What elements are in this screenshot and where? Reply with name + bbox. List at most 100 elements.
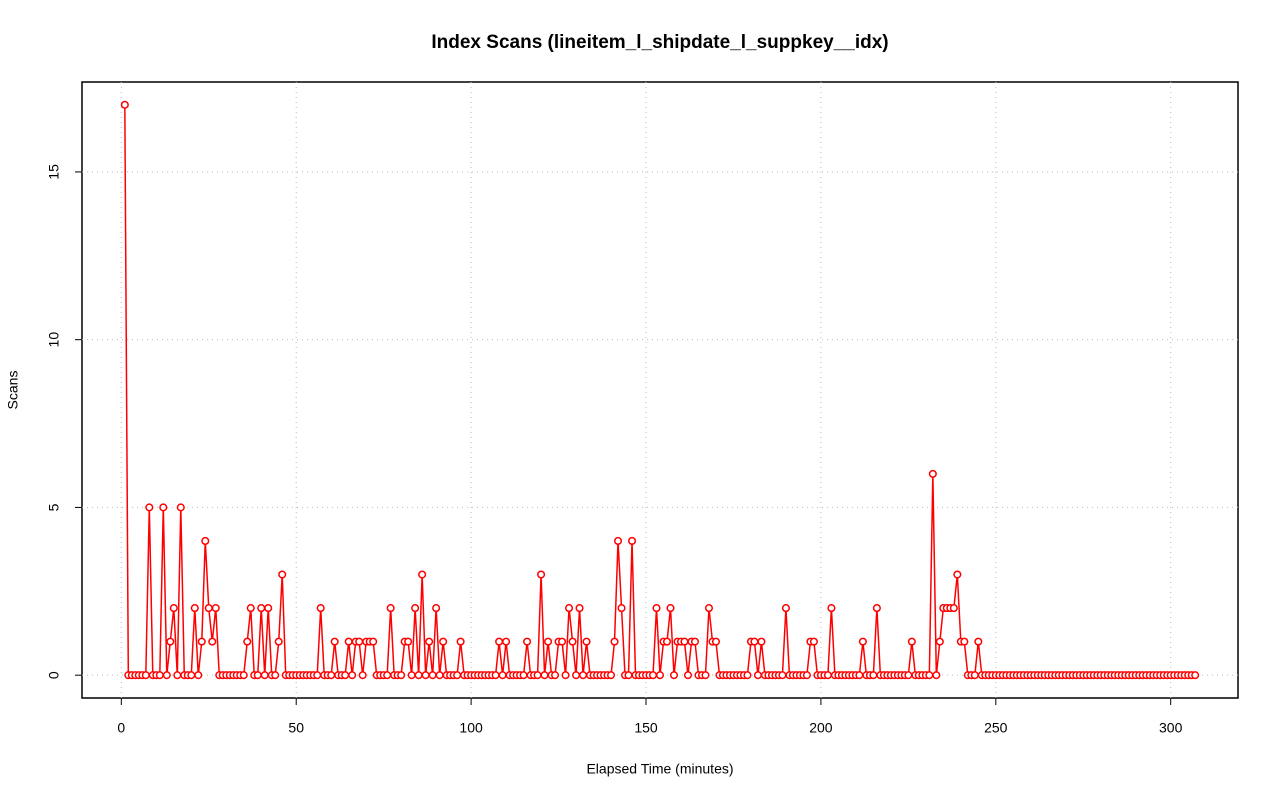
data-point [711, 637, 721, 646]
data-point [960, 637, 969, 646]
data-point [743, 671, 752, 680]
data-point [568, 637, 577, 646]
data-point [239, 671, 248, 680]
data-point [701, 671, 710, 680]
x-tick-label: 300 [1159, 720, 1183, 736]
data-point [162, 671, 171, 680]
data-point [348, 671, 357, 680]
data-point [925, 671, 934, 680]
data-point [313, 671, 322, 680]
data-point [190, 604, 199, 613]
data-point [974, 637, 983, 646]
data-point [411, 604, 420, 613]
data-point [435, 671, 444, 680]
data-point [533, 671, 542, 680]
data-point [397, 671, 406, 680]
data-point [578, 671, 588, 680]
data-point [274, 637, 283, 646]
data-point [145, 503, 154, 512]
data-point [1191, 671, 1200, 680]
data-point [551, 671, 560, 680]
plot-frame [81, 81, 1239, 699]
data-point [778, 671, 787, 680]
data-point [624, 671, 633, 680]
data-point [246, 604, 255, 613]
data-point [666, 604, 675, 613]
data-point [610, 637, 619, 646]
data-point [823, 671, 832, 680]
data-point [257, 604, 266, 613]
data-point [208, 637, 217, 646]
data-point [953, 570, 962, 579]
data-point [561, 671, 570, 680]
data-point [970, 671, 979, 680]
data-point [613, 536, 623, 546]
y-tick-label: 5 [46, 503, 62, 511]
data-point [617, 604, 626, 613]
x-tick-label: 250 [984, 720, 1008, 736]
data-point [439, 637, 448, 646]
data-point [540, 671, 549, 680]
data-point [932, 671, 941, 680]
data-point [201, 536, 210, 546]
data-point [753, 671, 762, 680]
data-point [495, 637, 504, 646]
data-point [173, 671, 182, 680]
data-point [827, 604, 836, 613]
x-tick-label: 50 [288, 720, 304, 736]
data-point [453, 671, 462, 680]
x-tick-label: 200 [809, 720, 833, 736]
data-point [502, 637, 511, 646]
data-point [383, 671, 392, 680]
y-tick-label: 15 [46, 164, 62, 180]
data-point [928, 469, 937, 478]
data-point [662, 637, 672, 646]
data-point [907, 637, 916, 646]
x-tick-label: 100 [459, 720, 483, 736]
data-point [421, 671, 430, 680]
data-point [606, 671, 616, 680]
data-point [869, 671, 878, 680]
data-point [571, 671, 581, 680]
data-point [369, 637, 378, 646]
y-tick-label: 0 [46, 671, 62, 679]
data-point [187, 671, 196, 680]
data-point [166, 637, 175, 646]
data-point [407, 671, 416, 680]
data-point [648, 671, 658, 680]
y-axis-label: Scans [5, 371, 21, 410]
data-point [680, 637, 689, 646]
data-point [358, 671, 367, 680]
data-point [757, 637, 766, 646]
data-point [271, 671, 280, 680]
data-point [425, 637, 434, 646]
data-point [355, 637, 364, 646]
series-line [124, 104, 1196, 676]
data-point [211, 604, 220, 613]
x-tick-label: 150 [634, 720, 658, 736]
data-point [565, 604, 574, 613]
data-point [491, 671, 500, 680]
data-point [935, 637, 944, 646]
data-point [652, 604, 661, 613]
data-point [260, 671, 269, 680]
data-point [418, 570, 427, 579]
data-point [627, 536, 637, 546]
data-point [404, 637, 413, 646]
data-point [669, 671, 679, 680]
data-point [264, 604, 273, 613]
data-point [544, 637, 553, 646]
data-point [809, 637, 818, 646]
data-point [523, 637, 532, 646]
data-point [316, 604, 325, 613]
data-point [428, 671, 437, 680]
data-point [655, 671, 665, 680]
data-point [575, 604, 584, 613]
data-point [386, 604, 395, 613]
data-point [704, 604, 714, 613]
data-point [194, 671, 203, 680]
data-point [341, 671, 350, 680]
data-point [344, 637, 353, 646]
